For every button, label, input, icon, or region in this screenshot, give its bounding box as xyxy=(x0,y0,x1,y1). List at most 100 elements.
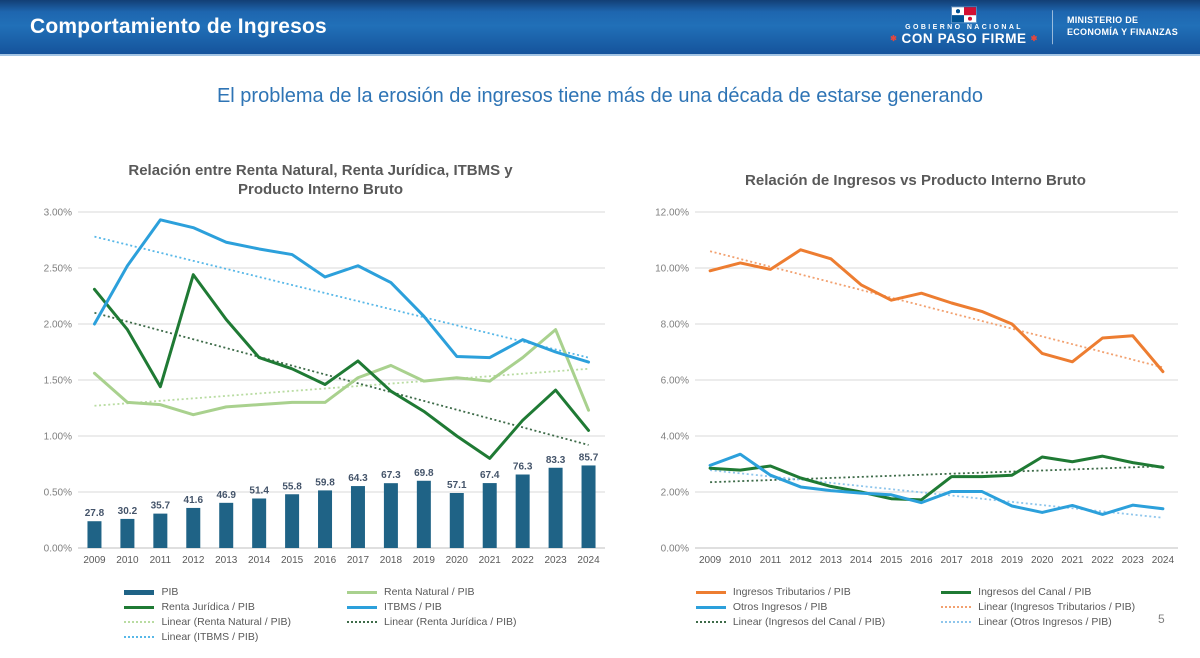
left-chart-legend: PIB Renta Natural / PIB Renta Jurídica / P… xyxy=(28,586,613,643)
bar xyxy=(120,518,135,548)
legend-label: Ingresos del Canal / PIB xyxy=(978,586,1092,598)
svg-text:2022: 2022 xyxy=(512,555,535,566)
gobierno-nacional-text: GOBIERNO NACIONAL xyxy=(905,24,1023,32)
svg-text:2013: 2013 xyxy=(215,555,238,566)
legend-swatch-line xyxy=(941,590,972,594)
svg-text:4.00%: 4.00% xyxy=(661,432,689,443)
legend-item: Linear (Renta Jurídica / PIB) xyxy=(347,616,517,628)
legend-item: Renta Natural / PIB xyxy=(347,586,516,598)
page-number: 5 xyxy=(1158,612,1165,626)
legend-item: Linear (Otros Ingresos / PIB) xyxy=(941,616,1135,628)
svg-text:2.50%: 2.50% xyxy=(44,264,72,275)
right-chart-legend: Ingresos Tributarios / PIB Ingresos del C… xyxy=(645,586,1186,628)
svg-text:2013: 2013 xyxy=(820,555,843,566)
legend-item: Linear (Ingresos Tributarios / PIB) xyxy=(941,601,1135,613)
header-bar: Comportamiento de Ingresos GOBIERNO NACI… xyxy=(0,0,1200,56)
svg-text:2.00%: 2.00% xyxy=(661,488,689,499)
legend-swatch-dotted xyxy=(941,621,972,623)
bar-label: 64.3 xyxy=(348,473,368,484)
legend-item: PIB xyxy=(124,586,291,598)
svg-text:2021: 2021 xyxy=(479,555,502,566)
bar xyxy=(219,502,234,548)
svg-text:2024: 2024 xyxy=(577,555,600,566)
series-line xyxy=(92,218,591,364)
right-chart-panel: Relación de Ingresos vs Producto Interno… xyxy=(645,158,1186,628)
legend-item: Ingresos Tributarios / PIB xyxy=(695,586,885,598)
government-brand: GOBIERNO NACIONAL ✱ CON PASO FIRME ✱ MIN… xyxy=(890,7,1178,47)
legend-item: Otros Ingresos / PIB xyxy=(695,601,885,613)
bar xyxy=(515,474,530,548)
legend-item: Linear (Renta Natural / PIB) xyxy=(124,616,291,628)
legend-label: Linear (Renta Jurídica / PIB) xyxy=(384,616,517,628)
trendline xyxy=(94,235,589,359)
svg-text:2022: 2022 xyxy=(1091,555,1114,566)
svg-text:3.00%: 3.00% xyxy=(44,208,72,219)
svg-text:12.00%: 12.00% xyxy=(655,208,689,219)
logo-divider xyxy=(1051,10,1053,44)
gobierno-logo: GOBIERNO NACIONAL ✱ CON PASO FIRME ✱ xyxy=(890,7,1038,47)
con-paso-firme-text: ✱ CON PASO FIRME ✱ xyxy=(890,30,1038,46)
y-axis-labels: 0.00% 2.00% 4.00% 6.00% 8.00% 10.00% 12.00% xyxy=(655,208,689,555)
legend-label: Renta Natural / PIB xyxy=(384,586,475,598)
bar-label: 30.2 xyxy=(118,506,138,517)
legend-label: Linear (Renta Natural / PIB) xyxy=(161,616,292,628)
gridlines xyxy=(695,211,1178,549)
legend-label: Ingresos Tributarios / PIB xyxy=(732,586,851,598)
bar xyxy=(581,465,596,548)
svg-text:2009: 2009 xyxy=(699,555,722,566)
svg-text:2016: 2016 xyxy=(314,555,337,566)
bar xyxy=(153,513,168,548)
bar xyxy=(252,498,267,548)
legend-label: Otros Ingresos / PIB xyxy=(732,601,828,613)
legend-swatch-dotted xyxy=(695,621,726,623)
bar-label: 55.8 xyxy=(282,481,302,492)
legend-swatch-dotted xyxy=(124,636,155,638)
svg-text:2024: 2024 xyxy=(1152,555,1175,566)
right-chart-title: Relación de Ingresos vs Producto Interno… xyxy=(745,171,1086,189)
svg-text:2020: 2020 xyxy=(1031,555,1054,566)
legend-swatch-dotted xyxy=(124,621,155,623)
bar-label: 59.8 xyxy=(315,477,335,488)
bar-label: 69.8 xyxy=(414,468,434,479)
panama-flag-icon xyxy=(952,7,977,23)
bar xyxy=(318,490,333,548)
legend-swatch-line xyxy=(347,590,378,594)
bar-label: 41.6 xyxy=(184,495,204,506)
x-axis-labels: 2009 2010 2011 2012 2013 2014 2015 2016 2017 2018… xyxy=(83,555,600,566)
bar-label: 67.3 xyxy=(381,470,401,481)
series-line xyxy=(708,248,1165,374)
legend-label: Linear (Ingresos del Canal / PIB) xyxy=(732,616,886,628)
bar xyxy=(482,483,497,548)
legend-item: Ingresos del Canal / PIB xyxy=(941,586,1135,598)
svg-text:2016: 2016 xyxy=(910,555,933,566)
bar xyxy=(548,467,563,548)
svg-text:2012: 2012 xyxy=(182,555,205,566)
svg-text:2019: 2019 xyxy=(413,555,436,566)
legend-item: ITBMS / PIB xyxy=(347,601,516,613)
right-chart-canvas: 0.00% 2.00% 4.00% 6.00% 8.00% 10.00% 12.00% 200… xyxy=(655,208,1178,566)
svg-text:2.00%: 2.00% xyxy=(44,320,72,331)
series-line xyxy=(708,452,1165,516)
svg-text:2011: 2011 xyxy=(150,555,172,566)
bar-label: 46.9 xyxy=(216,490,236,501)
svg-text:2019: 2019 xyxy=(1001,555,1024,566)
legend-label: Renta Jurídica / PIB xyxy=(161,601,255,613)
legend-swatch-bar xyxy=(124,589,155,595)
svg-text:2015: 2015 xyxy=(880,555,903,566)
trendline xyxy=(94,311,589,446)
legend-label: Linear (Ingresos Tributarios / PIB) xyxy=(978,601,1136,613)
svg-text:1.50%: 1.50% xyxy=(44,376,72,387)
legend-label: Linear (ITBMS / PIB) xyxy=(161,631,259,643)
page-title: Comportamiento de Ingresos xyxy=(30,15,327,38)
svg-text:2011: 2011 xyxy=(760,555,782,566)
svg-text:8.00%: 8.00% xyxy=(661,320,689,331)
left-chart-panel: Relación entre Renta Natural, Renta Jurí… xyxy=(28,158,613,643)
svg-text:2009: 2009 xyxy=(83,555,106,566)
svg-text:2021: 2021 xyxy=(1061,555,1084,566)
svg-text:2010: 2010 xyxy=(116,555,139,566)
y-axis-labels: 0.00% 0.50% 1.00% 1.50% 2.00% 2.50% 3.00% xyxy=(44,208,72,555)
svg-text:10.00%: 10.00% xyxy=(655,264,689,275)
legend-label: PIB xyxy=(161,586,179,598)
svg-text:6.00%: 6.00% xyxy=(661,376,689,387)
